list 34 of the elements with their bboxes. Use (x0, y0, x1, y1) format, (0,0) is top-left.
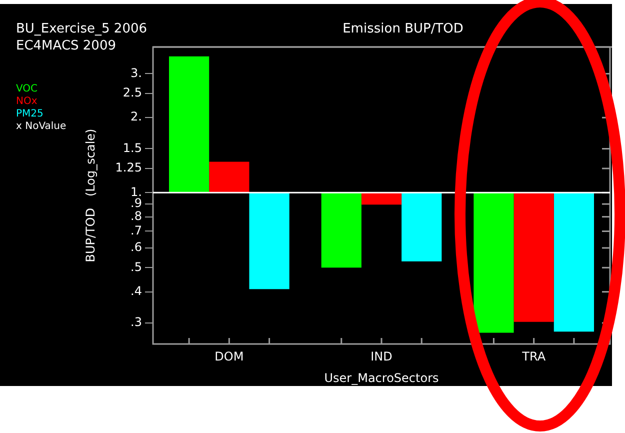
y-tick-label: 2.5 (122, 86, 142, 100)
x-axis-title: User_MacroSectors (324, 370, 439, 385)
bar (474, 192, 514, 333)
bar (321, 192, 362, 268)
bar (209, 162, 250, 193)
x-tick-label: IND (370, 349, 392, 364)
bar (249, 192, 290, 290)
bar (168, 56, 210, 193)
y-tick-label: 2. (130, 110, 142, 124)
y-tick-label: 1.5 (122, 140, 142, 155)
x-tick-label: TRA (521, 349, 546, 364)
bar (402, 192, 442, 262)
y-axis-title: BUP/TOD (Log_scale) (83, 128, 98, 262)
text: NOx (16, 96, 38, 108)
y-tick-label: 1.25 (115, 160, 142, 175)
y-tick-label: 3. (130, 66, 142, 80)
text: x NoValue (16, 121, 66, 132)
x-tick-label: DOM (214, 349, 244, 364)
text: PM25 (16, 108, 44, 120)
y-tick-label: .4 (130, 284, 142, 298)
text: BU_Exercise_5 2006 (16, 21, 148, 36)
bar (514, 192, 554, 322)
y-tick-label: .7 (130, 223, 142, 238)
y-tick-label: .9 (130, 196, 142, 210)
text: EC4MACS 2009 (16, 38, 116, 54)
y-tick-label: .3 (130, 315, 142, 330)
y-tick-label: .5 (130, 260, 142, 274)
text: VOC (16, 84, 38, 95)
bar (361, 192, 402, 205)
y-tick-label: 1. (130, 184, 142, 199)
y-tick-label: .6 (130, 240, 142, 254)
y-tick-label: .8 (130, 208, 142, 223)
bar (554, 192, 594, 332)
chart-title: Emission BUP/TOD (342, 21, 464, 36)
